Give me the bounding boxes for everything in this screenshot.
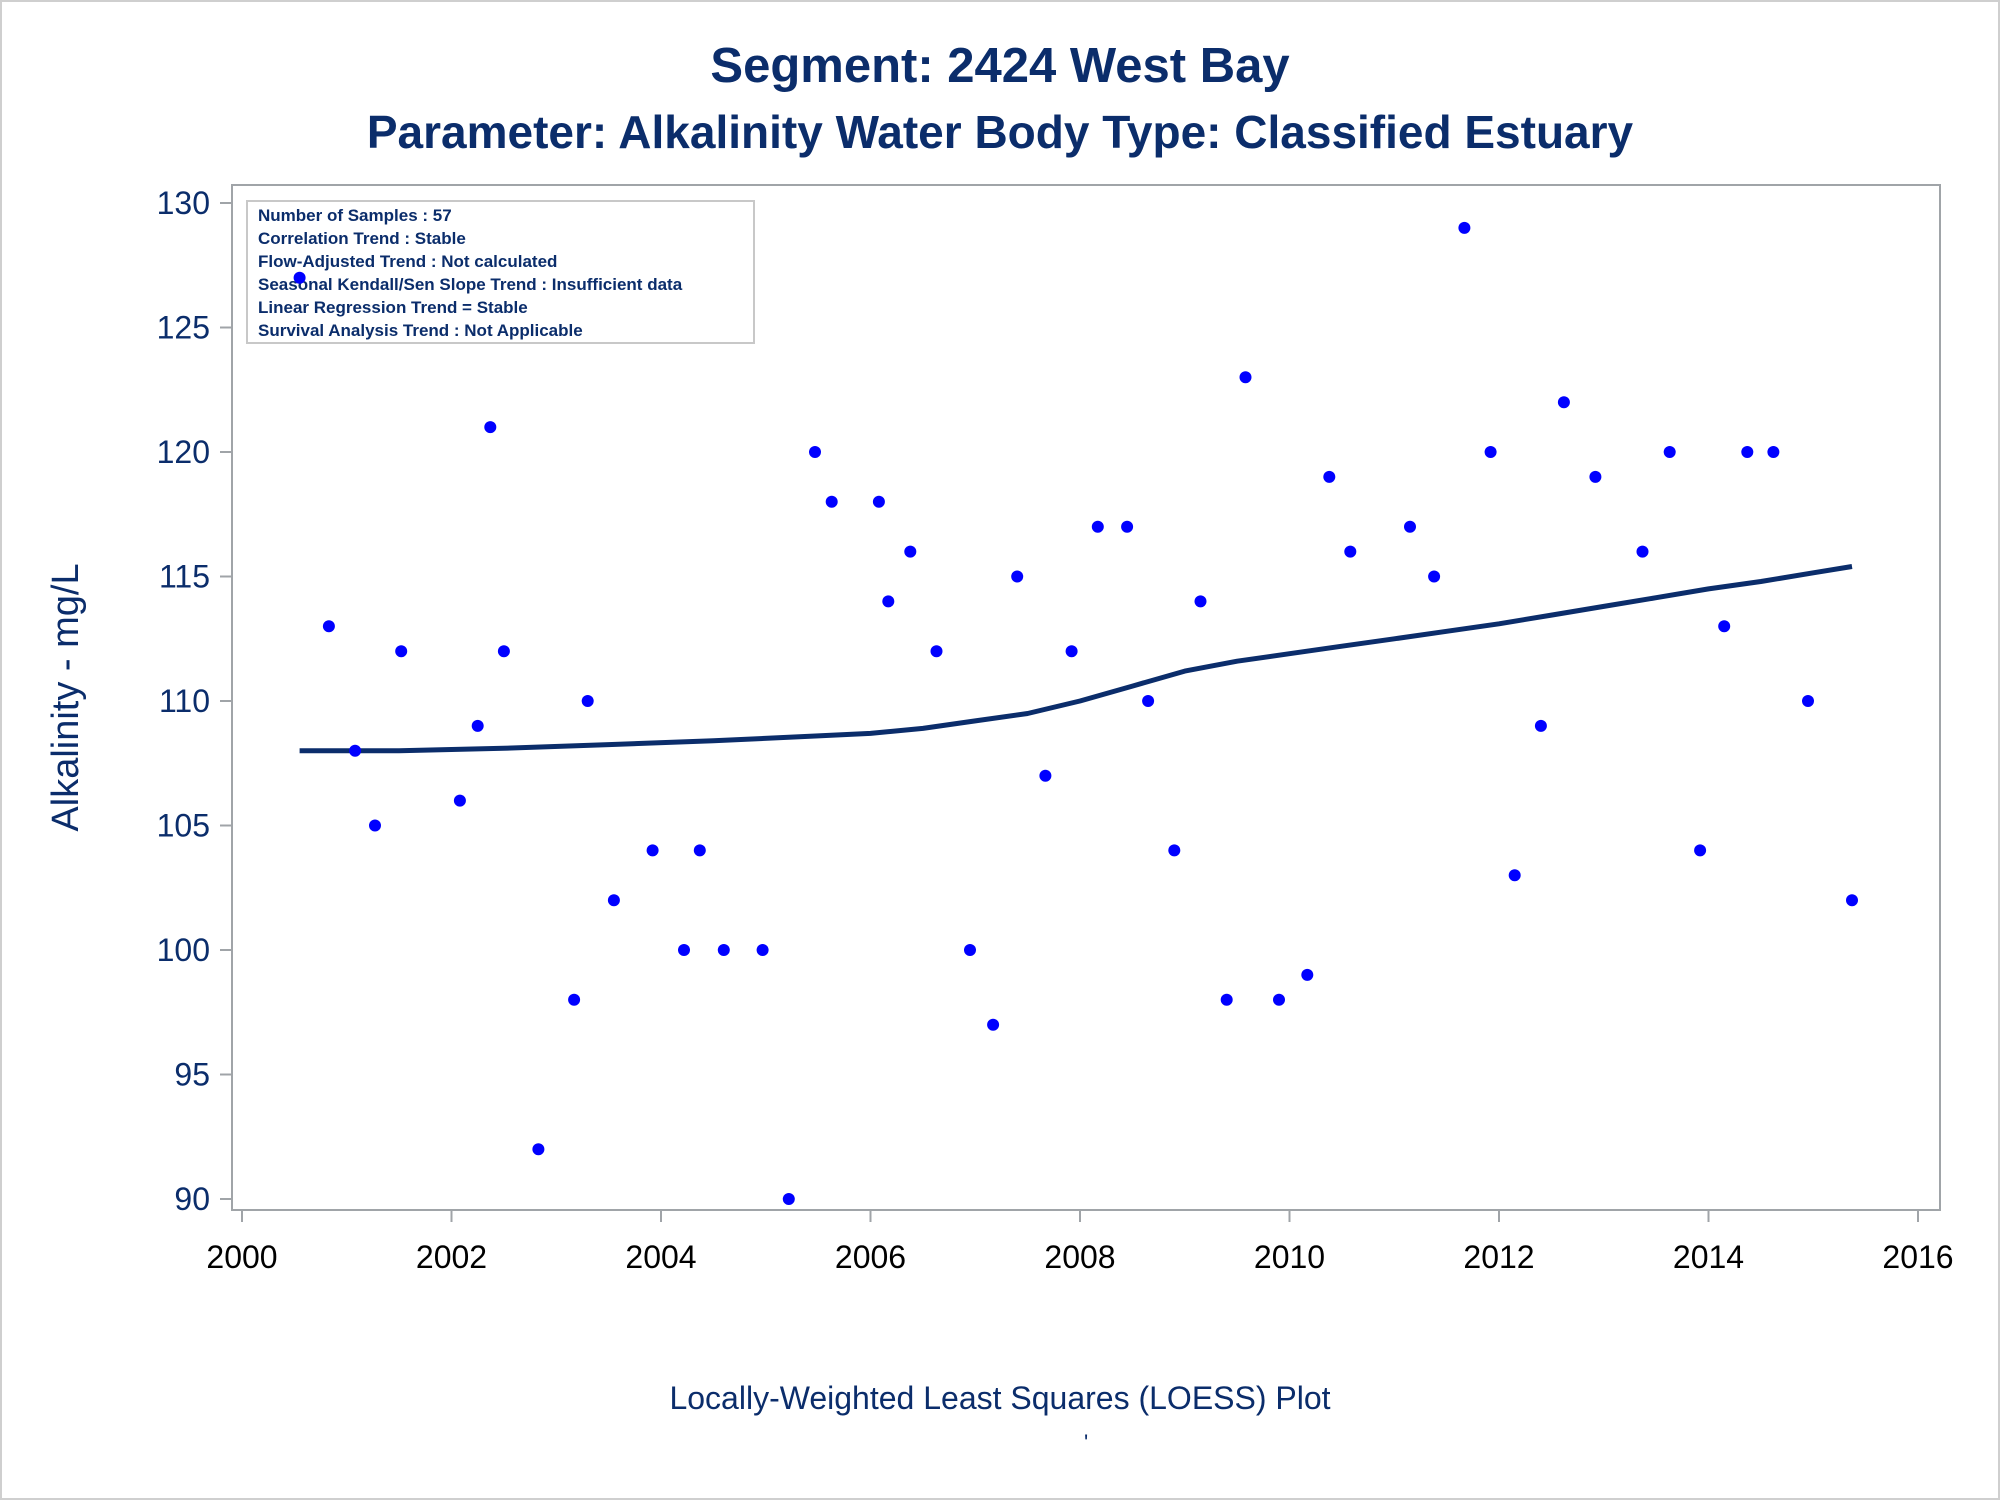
data-point bbox=[782, 1193, 795, 1205]
data-point bbox=[1404, 520, 1416, 533]
data-point bbox=[1663, 446, 1676, 458]
data-point bbox=[987, 1018, 1000, 1031]
y-tick-label: 115 bbox=[159, 559, 210, 595]
data-point bbox=[693, 844, 706, 857]
data-point bbox=[453, 794, 466, 807]
data-point bbox=[1301, 968, 1314, 981]
stats-box-frame bbox=[246, 200, 755, 344]
data-point bbox=[678, 944, 690, 956]
x-tick-label: 2008 bbox=[1044, 1239, 1115, 1275]
data-point bbox=[1142, 695, 1155, 707]
data-point bbox=[1428, 570, 1441, 583]
data-point bbox=[717, 944, 730, 956]
x-tick-label: 2002 bbox=[416, 1239, 487, 1275]
data-point bbox=[1636, 545, 1649, 558]
footnote: Locally-Weighted Least Squares (LOESS) P… bbox=[669, 1380, 1331, 1416]
data-point bbox=[1741, 446, 1754, 458]
y-axis-label: Alkalinity - mg/L bbox=[45, 563, 87, 831]
stats-line: Survival Analysis Trend : Not Applicable bbox=[258, 321, 583, 340]
stats-line: Number of Samples : 57 bbox=[258, 206, 452, 225]
data-point bbox=[1534, 719, 1547, 732]
data-point bbox=[1344, 545, 1357, 558]
x-tick-label: 2006 bbox=[835, 1239, 906, 1275]
y-tick-label: 100 bbox=[157, 932, 210, 968]
x-tick-label: 2014 bbox=[1673, 1239, 1744, 1275]
data-point bbox=[1767, 446, 1780, 458]
data-point bbox=[1802, 695, 1814, 707]
data-point bbox=[322, 620, 335, 633]
data-point bbox=[1039, 769, 1052, 782]
chart-subtitle: Parameter: Alkalinity Water Body Type: C… bbox=[366, 106, 1634, 158]
data-point bbox=[497, 645, 510, 658]
loess-line bbox=[299, 564, 1853, 754]
data-point bbox=[646, 844, 659, 857]
data-point bbox=[1273, 993, 1285, 1006]
x-tick-label: 2010 bbox=[1254, 1239, 1325, 1275]
data-point bbox=[1091, 520, 1104, 533]
chart-title: Segment: 2424 West Bay bbox=[710, 39, 1290, 93]
stats-line: Correlation Trend : Stable bbox=[258, 229, 466, 248]
data-point bbox=[1557, 396, 1570, 409]
data-point bbox=[1508, 869, 1521, 882]
data-point bbox=[607, 894, 620, 907]
data-point bbox=[964, 944, 976, 956]
data-point bbox=[1846, 894, 1858, 907]
data-point bbox=[825, 495, 838, 508]
data-point bbox=[1194, 595, 1207, 608]
data-point bbox=[1011, 570, 1024, 583]
y-tick-label: 130 bbox=[157, 185, 210, 221]
data-point bbox=[395, 645, 408, 658]
data-point bbox=[369, 819, 381, 832]
data-point bbox=[1718, 620, 1731, 633]
data-point bbox=[1589, 470, 1602, 483]
data-point bbox=[293, 271, 306, 284]
data-point bbox=[756, 944, 769, 956]
data-point bbox=[1484, 446, 1497, 458]
data-point bbox=[1220, 993, 1233, 1006]
data-point bbox=[1065, 645, 1078, 658]
y-tick-label: 90 bbox=[174, 1181, 210, 1217]
data-point bbox=[1239, 371, 1252, 384]
data-point bbox=[568, 993, 581, 1006]
data-points bbox=[293, 221, 1858, 1205]
y-tick-label: 95 bbox=[174, 1057, 210, 1093]
stats-box: Number of Samples : 57 Correlation Trend … bbox=[246, 200, 755, 344]
x-tick-label: 2000 bbox=[206, 1239, 277, 1275]
data-point bbox=[809, 446, 821, 458]
loess-curve bbox=[299, 564, 1853, 754]
data-point bbox=[349, 744, 362, 757]
data-point bbox=[930, 645, 943, 658]
data-point bbox=[1121, 520, 1134, 533]
stats-line: Flow-Adjusted Trend : Not calculated bbox=[258, 252, 557, 271]
data-point bbox=[1458, 221, 1471, 234]
y-tick-label: 110 bbox=[159, 683, 210, 719]
data-point bbox=[872, 495, 885, 508]
data-point bbox=[1168, 844, 1181, 857]
axes: 90 95 100 105 110 115 120 125 130 2000 2002 2004 200… bbox=[45, 184, 1954, 1275]
data-point bbox=[904, 545, 917, 558]
data-point bbox=[471, 719, 484, 732]
footnote-mark: ' bbox=[1084, 1430, 1089, 1455]
y-tick-label: 120 bbox=[157, 434, 210, 470]
stats-line: Seasonal Kendall/Sen Slope Trend : Insuf… bbox=[258, 275, 683, 294]
data-point bbox=[484, 421, 497, 434]
data-point bbox=[1694, 844, 1707, 857]
data-point bbox=[1323, 470, 1336, 483]
x-tick-label: 2012 bbox=[1463, 1239, 1534, 1275]
data-point bbox=[581, 695, 594, 707]
data-point bbox=[882, 595, 895, 608]
x-tick-label: 2016 bbox=[1882, 1239, 1953, 1275]
plot-frame bbox=[231, 184, 1941, 1211]
x-tick-label: 2004 bbox=[625, 1239, 696, 1275]
y-tick-label: 105 bbox=[157, 808, 210, 844]
data-point bbox=[532, 1143, 545, 1156]
y-tick-label: 125 bbox=[157, 310, 210, 346]
stats-line: Linear Regression Trend = Stable bbox=[258, 298, 528, 317]
